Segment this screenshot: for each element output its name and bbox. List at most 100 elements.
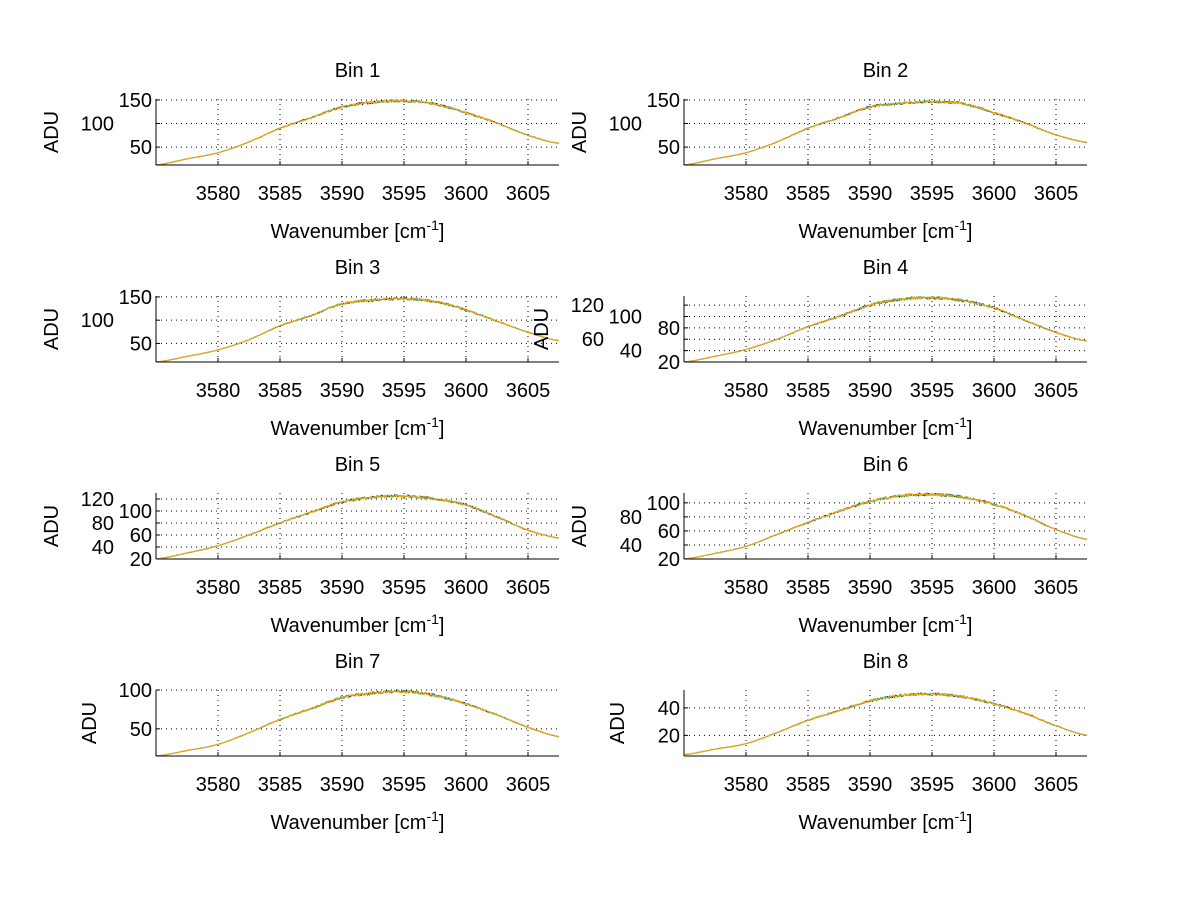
x-tick-label: 3595 (910, 577, 955, 599)
y-tick-label: 100 (647, 493, 680, 515)
series-line-3 (155, 689, 560, 757)
x-tick-label: 3585 (258, 774, 303, 796)
x-tick-label: 3600 (444, 577, 489, 599)
x-tick-label: 3580 (196, 774, 241, 796)
y-tick-label: 40 (658, 698, 680, 720)
x-tick-label: 3600 (972, 380, 1017, 402)
x-tick-label: 3580 (724, 577, 769, 599)
x-tick-label: 3595 (382, 380, 427, 402)
subplot-title: Bin 6 (863, 454, 909, 476)
y-tick-label: 100 (119, 501, 152, 523)
y-tick-label: 80 (92, 513, 114, 535)
subplot-title: Bin 2 (863, 60, 909, 82)
series-line-3 (155, 494, 560, 560)
series-line-2 (683, 692, 1087, 756)
x-tick-label: 3590 (848, 183, 893, 205)
y-tick-label: 80 (620, 507, 642, 529)
x-tick-label: 3590 (320, 774, 365, 796)
x-tick-label: 3585 (786, 577, 831, 599)
y-tick-label: 40 (92, 537, 114, 559)
series-line-2 (155, 297, 560, 363)
series-line-1 (155, 98, 559, 166)
series-line-1 (683, 295, 1088, 363)
series-line-1 (155, 689, 560, 757)
y-tick-label: 100 (119, 680, 152, 702)
y-tick-label: 150 (647, 90, 680, 112)
x-axis-label: Wavenumber [cm-1] (271, 611, 445, 637)
y-tick-label: 120 (81, 489, 114, 511)
x-tick-label: 3585 (258, 577, 303, 599)
x-tick-label: 3595 (382, 774, 427, 796)
x-tick-label: 3605 (506, 380, 551, 402)
y-tick-label: 20 (658, 725, 680, 747)
y-tick-label: 50 (130, 137, 152, 159)
y-tick-label: 40 (620, 535, 642, 557)
x-tick-label: 3580 (724, 380, 769, 402)
y-tick-label: 80 (658, 318, 680, 340)
x-axis-label: Wavenumber [cm-1] (271, 808, 445, 834)
x-tick-label: 3595 (910, 774, 955, 796)
x-tick-label: 3585 (258, 380, 303, 402)
x-tick-label: 3605 (1034, 577, 1079, 599)
x-tick-label: 3605 (1034, 380, 1079, 402)
y-tick-label: 100 (609, 114, 642, 136)
series-line-3 (683, 296, 1088, 363)
x-tick-label: 3600 (444, 183, 489, 205)
y-tick-label: 120 (571, 295, 604, 317)
x-tick-label: 3600 (972, 577, 1017, 599)
x-tick-label: 3580 (196, 183, 241, 205)
subplot-title: Bin 5 (335, 454, 381, 476)
x-tick-label: 3590 (320, 577, 365, 599)
series-line-1 (683, 100, 1088, 166)
x-axis-label: Wavenumber [cm-1] (799, 808, 973, 834)
x-tick-label: 3585 (786, 774, 831, 796)
series-line-3 (155, 297, 560, 363)
x-axis-label: Wavenumber [cm-1] (271, 217, 445, 243)
x-tick-label: 3580 (724, 774, 769, 796)
y-tick-label: 150 (119, 90, 152, 112)
series-line-3 (683, 99, 1088, 166)
y-tick-label: 50 (130, 333, 152, 355)
y-tick-label: 20 (130, 549, 152, 571)
subplot-title: Bin 4 (863, 257, 909, 279)
x-tick-label: 3580 (196, 380, 241, 402)
series-line-3 (683, 692, 1088, 756)
y-axis-label: ADU (41, 308, 63, 350)
x-tick-label: 3605 (506, 577, 551, 599)
y-axis-label: ADU (41, 505, 63, 547)
series-line-2 (683, 100, 1087, 166)
y-axis-label: ADU (569, 505, 591, 547)
series-line-2 (155, 689, 560, 757)
y-tick-label: 100 (81, 310, 114, 332)
y-tick-label: 100 (609, 306, 642, 328)
y-axis-label: ADU (607, 702, 629, 744)
x-axis-label: Wavenumber [cm-1] (799, 217, 973, 243)
y-tick-label: 100 (81, 114, 114, 136)
series-line-2 (683, 295, 1087, 363)
y-axis-label: ADU (79, 702, 101, 744)
x-tick-label: 3595 (382, 183, 427, 205)
x-tick-label: 3605 (506, 183, 551, 205)
series-line-1 (155, 494, 560, 560)
series-line-3 (155, 98, 560, 166)
y-tick-label: 40 (620, 341, 642, 363)
y-tick-label: 20 (658, 352, 680, 374)
x-tick-label: 3590 (848, 774, 893, 796)
series-line-2 (155, 494, 560, 560)
subplot-title: Bin 1 (335, 60, 381, 82)
x-tick-label: 3595 (910, 380, 955, 402)
y-axis-label: ADU (41, 111, 63, 153)
x-tick-label: 3590 (320, 183, 365, 205)
subplot-title: Bin 3 (335, 257, 381, 279)
x-tick-label: 3595 (382, 577, 427, 599)
x-tick-label: 3595 (910, 183, 955, 205)
y-axis-label: ADU (569, 111, 591, 153)
x-axis-label: Wavenumber [cm-1] (271, 414, 445, 440)
y-tick-label: 60 (582, 329, 604, 351)
x-tick-label: 3590 (320, 380, 365, 402)
